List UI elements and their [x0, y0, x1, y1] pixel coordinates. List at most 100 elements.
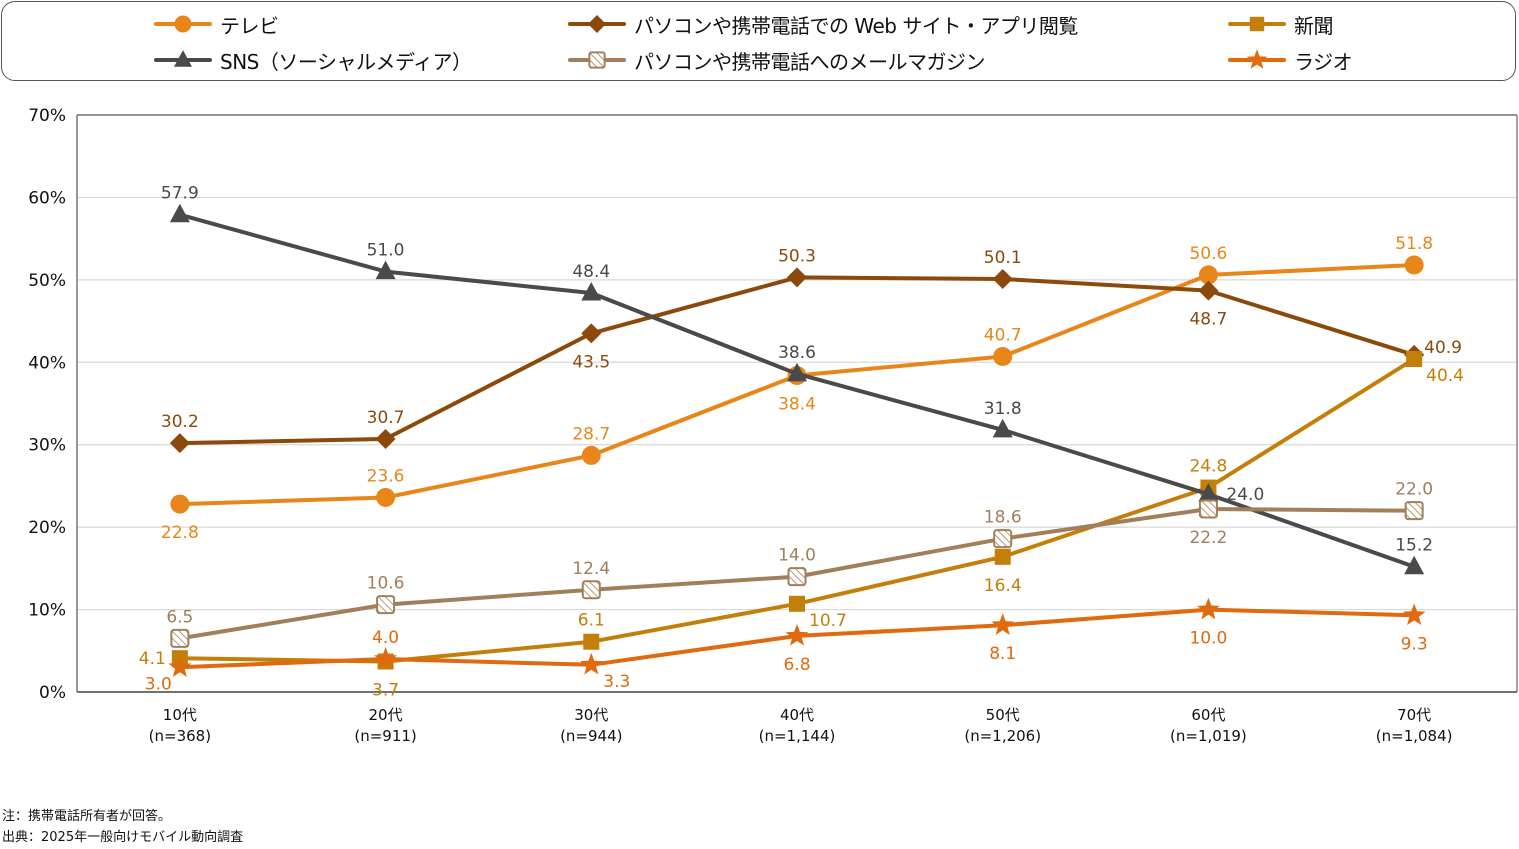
data-point-marker — [1404, 501, 1424, 521]
line-chart: 0% 10% 20% 30% 40% 50% 60% 70% 10代 (n=368) 20代 (n=9… — [28, 106, 1518, 745]
legend-label: テレビ — [220, 13, 279, 38]
data-point-marker — [168, 655, 192, 677]
y-tick-label: 20% — [28, 518, 66, 538]
data-label: 31.8 — [984, 399, 1022, 419]
data-label: 22.2 — [1189, 528, 1227, 548]
x-tick-label: 50代 — [986, 706, 1020, 724]
data-label: 4.0 — [372, 628, 399, 648]
source-text: 出典：2025年一般向けモバイル動向調査 — [2, 830, 244, 845]
data-label: 3.0 — [145, 674, 172, 694]
data-point-marker — [1197, 597, 1220, 620]
legend-square-marker-icon — [1228, 16, 1286, 32]
data-label: 38.6 — [778, 343, 816, 363]
data-label: 30.2 — [161, 412, 199, 432]
legend-marker-shape — [588, 15, 606, 33]
data-point-marker — [169, 203, 190, 223]
data-point-marker — [993, 529, 1013, 549]
data-label: 6.1 — [578, 611, 605, 631]
data-point-marker — [376, 487, 396, 507]
data-point-marker — [1198, 280, 1219, 301]
data-label: 40.7 — [984, 326, 1022, 346]
data-label: 30.7 — [367, 408, 405, 428]
legend-label: 新聞 — [1294, 13, 1334, 38]
data-point-marker — [375, 428, 396, 449]
data-point-marker — [581, 282, 602, 301]
data-label: 57.9 — [161, 184, 199, 204]
legend-marker-shape — [588, 51, 606, 69]
data-point-marker — [787, 267, 807, 288]
y-tick-label: 70% — [28, 106, 66, 126]
data-label: 28.7 — [572, 424, 610, 444]
data-point-marker — [1402, 603, 1426, 626]
data-point-marker — [1198, 483, 1219, 502]
chart-notes: 注：携帯電話所有者が回答。 出典：2025年一般向けモバイル動向調査 — [2, 806, 243, 848]
data-point-marker — [374, 647, 397, 669]
data-point-marker — [993, 347, 1013, 367]
data-point-marker — [992, 269, 1013, 290]
data-label: 38.4 — [778, 394, 816, 414]
data-point-marker — [785, 623, 809, 646]
data-point-marker — [169, 433, 190, 454]
data-point-marker — [581, 323, 602, 344]
data-point-marker — [375, 260, 396, 280]
legend-marker-shape — [1249, 16, 1265, 32]
data-label: 50.1 — [984, 248, 1022, 268]
data-label: 43.5 — [572, 352, 610, 372]
data-label: 4.1 — [139, 649, 166, 669]
data-label: 10.6 — [367, 574, 405, 594]
legend-item-tv: テレビ — [154, 10, 279, 38]
data-label: 23.6 — [367, 466, 405, 486]
data-point-marker — [992, 418, 1013, 438]
data-label: 24.8 — [1189, 457, 1227, 477]
data-label: 3.3 — [603, 672, 630, 692]
data-point-marker — [581, 445, 601, 465]
data-point-marker — [1404, 255, 1424, 275]
data-label: 40.9 — [1424, 338, 1462, 358]
data-point-marker — [991, 613, 1015, 635]
x-tick-sublabel: (n=911) — [354, 727, 416, 745]
legend-circle-marker-icon — [154, 15, 212, 33]
data-label: 8.1 — [989, 644, 1016, 664]
data-point-marker — [1198, 499, 1218, 519]
x-tick-label: 60代 — [1191, 706, 1225, 724]
data-point-marker — [170, 628, 190, 648]
x-tick-label: 40代 — [780, 706, 814, 724]
data-label: 6.5 — [166, 607, 193, 627]
data-label: 16.4 — [984, 576, 1022, 596]
x-tick-label: 70代 — [1397, 706, 1431, 724]
series-5 — [168, 597, 1426, 677]
data-label: 40.4 — [1426, 366, 1464, 386]
data-labels: 22.8 23.6 28.7 38.4 40.7 50.6 51.8 30.2 30.7 43.5… — [139, 184, 1464, 701]
data-point-marker — [579, 652, 603, 675]
legend-label: パソコンや携帯電話へのメールマガジン — [634, 49, 986, 74]
note-text: 注：携帯電話所有者が回答。 — [2, 809, 172, 824]
data-point-marker — [581, 580, 601, 600]
data-label: 50.6 — [1189, 244, 1227, 264]
data-label: 10.0 — [1189, 629, 1227, 649]
data-point-marker — [376, 595, 396, 615]
data-label: 12.4 — [572, 559, 610, 579]
series-3 — [169, 203, 1425, 575]
data-label: 50.3 — [778, 246, 816, 266]
data-label: 6.8 — [783, 655, 810, 675]
x-tick-sublabel: (n=1,084) — [1376, 727, 1453, 745]
data-point-marker — [789, 595, 805, 612]
series-0 — [170, 255, 1424, 514]
data-label: 3.7 — [372, 681, 399, 701]
legend-hatched-square-marker-icon — [568, 51, 626, 69]
x-tick-sublabel: (n=1,019) — [1170, 727, 1247, 745]
x-tick-sublabel: (n=944) — [560, 727, 622, 745]
y-tick-label: 0% — [39, 683, 66, 703]
legend-item-radio: ラジオ — [1228, 46, 1353, 74]
x-tick-label: 20代 — [369, 706, 403, 724]
legend-item-sns: SNS（ソーシャルメディア） — [154, 46, 472, 74]
data-label: 14.0 — [778, 546, 816, 566]
data-label: 22.0 — [1395, 480, 1433, 500]
legend-triangle-marker-icon — [154, 50, 212, 67]
y-tick-label: 40% — [28, 353, 66, 373]
axes: 0% 10% 20% 30% 40% 50% 60% 70% 10代 (n=368) 20代 (n=9… — [28, 106, 1518, 745]
x-tick-label: 10代 — [163, 706, 197, 724]
data-label: 9.3 — [1401, 634, 1428, 654]
legend-item-web: パソコンや携帯電話での Web サイト・アプリ閲覧 — [568, 10, 1078, 38]
series-group — [168, 203, 1426, 677]
